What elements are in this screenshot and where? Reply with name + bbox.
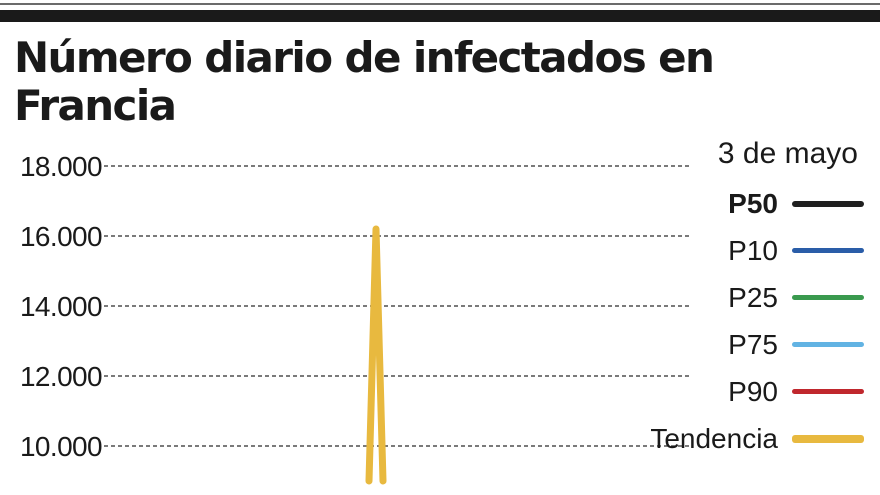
legend-item-p25: P25: [604, 274, 864, 321]
legend-item-p10: P10: [604, 227, 864, 274]
legend-swatch: [792, 342, 864, 347]
legend-item-p50: P50: [604, 180, 864, 227]
legend-swatch: [792, 295, 864, 300]
chart-title: Número diario de infectados en Francia: [14, 33, 715, 130]
legend-swatch: [792, 434, 864, 443]
legend-item-p75: P75: [604, 321, 864, 368]
legend-item-p90: P90: [604, 368, 864, 415]
legend-label: P75: [728, 328, 778, 360]
series-line-tendencia: [365, 225, 387, 485]
legend-swatch: [792, 200, 864, 207]
y-tick-label: 14.000: [20, 291, 102, 322]
legend: P50 P10 P25 P75 P90 Tendencia: [604, 180, 864, 462]
y-tick-label: 16.000: [20, 221, 102, 252]
legend-label: P10: [728, 234, 778, 266]
top-rule-thin: [0, 3, 880, 5]
legend-label: P25: [728, 281, 778, 313]
legend-label: P90: [728, 375, 778, 407]
legend-swatch: [792, 248, 864, 253]
y-tick-label: 12.000: [20, 361, 102, 392]
y-tick-label: 18.000: [20, 151, 102, 182]
legend-label: P50: [728, 187, 778, 219]
legend-label: Tendencia: [650, 422, 778, 454]
y-tick-label: 10.000: [20, 431, 102, 462]
legend-item-tendencia: Tendencia: [604, 415, 864, 462]
legend-title: 3 de mayo: [717, 137, 858, 170]
legend-swatch: [792, 389, 864, 394]
top-rule-thick: [0, 10, 880, 22]
